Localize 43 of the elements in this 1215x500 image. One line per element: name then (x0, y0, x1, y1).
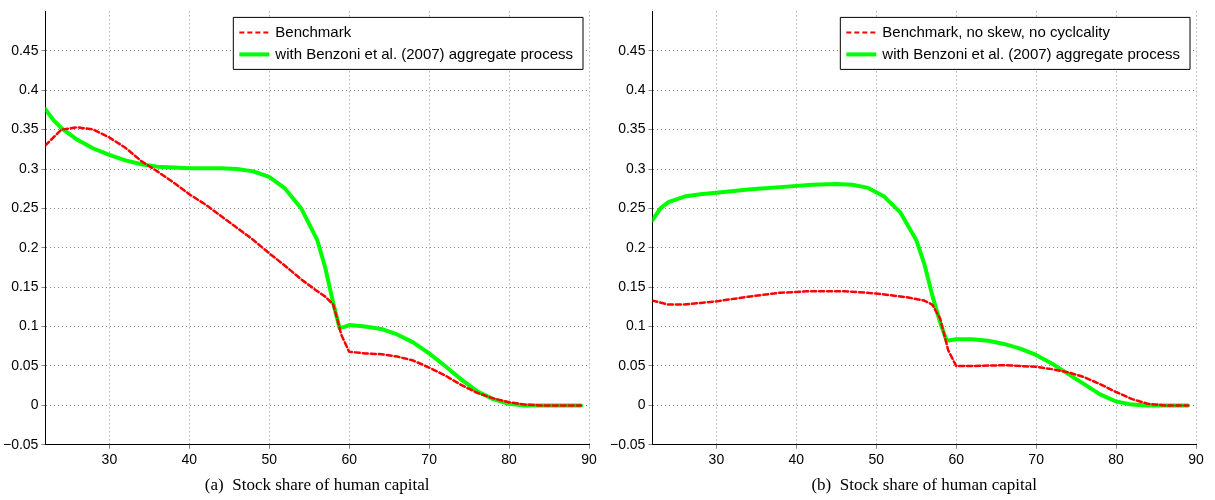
y-tick-label: 0.25 (618, 199, 646, 216)
line-series (652, 289, 1190, 407)
y-tick-label: 0.05 (618, 356, 646, 373)
x-tick-label: 60 (948, 451, 965, 468)
x-tick-label: 70 (421, 451, 438, 468)
x-tick-label: 50 (868, 451, 885, 468)
y-tick-label: 0.05 (11, 356, 39, 373)
legend-label: Benchmark (275, 22, 352, 40)
x-tick-label: 80 (1108, 451, 1125, 468)
y-tick-label: 0.15 (618, 278, 646, 295)
legend-label: Benchmark, no skew, no cyclcality (882, 22, 1111, 40)
y-tick-label: 0.45 (618, 41, 646, 58)
y-tick-label: 0 (637, 396, 646, 413)
x-tick-label: 60 (341, 451, 358, 468)
x-tick-label: 30 (708, 451, 725, 468)
x-tick-label: 50 (261, 451, 278, 468)
legend-label: with Benzoni et al. (2007) aggregate process (274, 44, 574, 62)
x-axis-title: (a) Stock share of human capital (204, 475, 430, 495)
legend-label: with Benzoni et al. (2007) aggregate process (881, 44, 1181, 62)
y-tick-label: 0.2 (18, 238, 39, 255)
y-tick-label: 0.4 (18, 81, 39, 98)
y-tick-label: 0 (30, 396, 39, 413)
x-tick-label: 30 (101, 451, 118, 468)
y-tick-label: 0.15 (11, 278, 39, 295)
x-tick-label: 90 (1188, 451, 1204, 468)
y-tick-label: 0.3 (18, 159, 39, 176)
y-tick-label: 0.45 (11, 41, 39, 58)
y-tick-label: 0.2 (625, 238, 646, 255)
y-tick-label: −0.05 (2, 435, 39, 452)
y-tick-label: 0.3 (625, 159, 646, 176)
y-tick-label: 0.25 (11, 199, 39, 216)
x-tick-label: 40 (788, 451, 805, 468)
x-tick-label: 80 (501, 451, 518, 468)
y-tick-label: 0.1 (625, 317, 646, 334)
x-axis-title: (b) Stock share of human capital (811, 475, 1038, 495)
x-tick-label: 70 (1028, 451, 1045, 468)
x-tick-label: 90 (581, 451, 597, 468)
x-tick-label: 40 (181, 451, 198, 468)
y-tick-label: −0.05 (609, 435, 646, 452)
y-tick-label: 0.1 (18, 317, 39, 334)
y-tick-label: 0.4 (625, 81, 646, 98)
y-tick-label: 0.35 (11, 120, 39, 137)
y-tick-label: 0.35 (618, 120, 646, 137)
